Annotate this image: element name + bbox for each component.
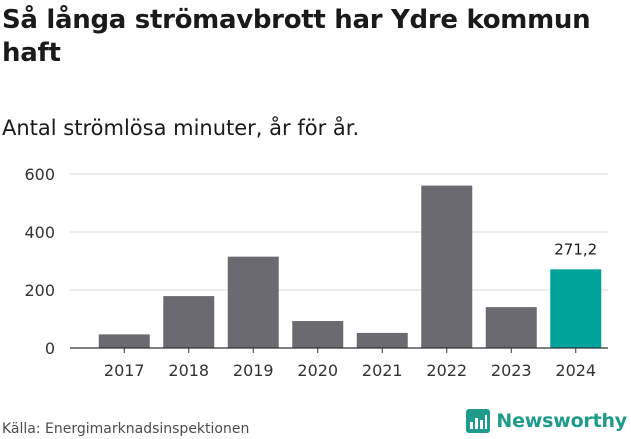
y-tick-label: 200	[24, 281, 55, 300]
x-tick-label: 2017	[104, 361, 145, 380]
y-tick-label: 400	[24, 223, 55, 242]
chart-subtitle: Antal strömlösa minuter, år för år.	[2, 116, 360, 140]
brand[interactable]: Newsworthy	[466, 409, 627, 433]
x-tick-label: 2019	[233, 361, 274, 380]
gridlines	[70, 173, 608, 291]
x-tick-label: 2024	[555, 361, 596, 380]
x-tick-label: 2022	[426, 361, 467, 380]
bar-2022	[421, 185, 473, 348]
bar-2021	[356, 332, 408, 348]
x-tick-label: 2021	[362, 361, 403, 380]
bars	[98, 185, 602, 348]
bar-2018	[163, 296, 215, 348]
bar-2020	[292, 321, 344, 348]
x-tick-label: 2018	[168, 361, 209, 380]
brand-name: Newsworthy	[496, 410, 627, 432]
x-axis: 2017 2018 2019 2020 2021 2022 2023 2024	[70, 347, 608, 380]
newsworthy-logo-icon	[466, 409, 491, 433]
bar-2024	[550, 269, 602, 348]
x-tick-label: 2020	[297, 361, 338, 380]
data-labels: 271,2	[554, 240, 597, 258]
y-tick-label: 600	[24, 165, 55, 184]
bar-2019	[227, 256, 279, 348]
y-axis-ticks: 0 200 400 600	[24, 165, 55, 358]
y-tick-label: 0	[45, 339, 55, 358]
x-tick-label: 2023	[491, 361, 532, 380]
data-label-2024: 271,2	[554, 240, 597, 258]
bar-2017	[98, 334, 150, 348]
bar-2023	[485, 307, 537, 348]
source-note: Källa: Energimarknadsinspektionen	[2, 421, 250, 437]
chart-title: Så långa strömavbrott har Ydre kommun ha…	[2, 5, 591, 68]
